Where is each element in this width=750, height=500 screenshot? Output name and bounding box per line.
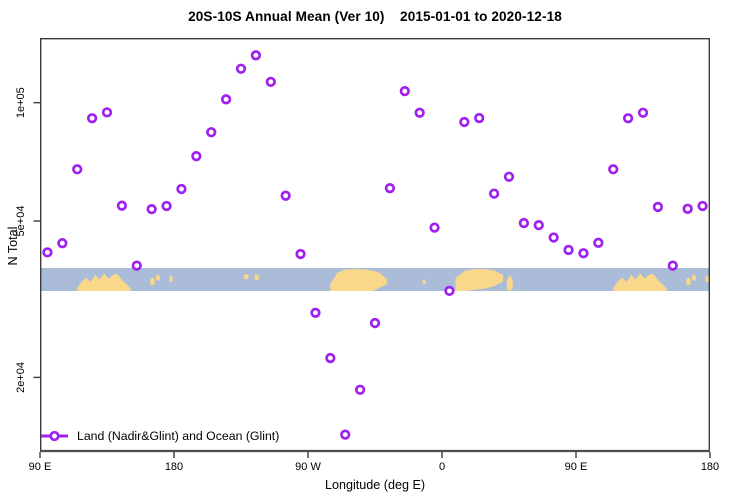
legend-circle-icon bbox=[49, 430, 60, 442]
data-point bbox=[57, 238, 68, 249]
land-fiji-2 bbox=[705, 275, 710, 283]
data-point bbox=[548, 232, 559, 243]
data-point bbox=[265, 76, 276, 87]
data-point bbox=[652, 201, 664, 213]
x-axis-title: Longitude (deg E) bbox=[324, 478, 426, 492]
data-point bbox=[116, 200, 128, 211]
data-point bbox=[295, 248, 306, 260]
data-point bbox=[622, 113, 634, 124]
data-point bbox=[593, 237, 604, 248]
data-point bbox=[384, 183, 396, 194]
data-point bbox=[325, 352, 336, 364]
x-tick-label: 180 bbox=[701, 461, 719, 473]
land-madagascar bbox=[506, 274, 513, 291]
land-australia bbox=[77, 273, 131, 291]
legend-marker-icon bbox=[41, 430, 68, 442]
y-tick-label: 1e+05 bbox=[15, 87, 27, 118]
data-point bbox=[250, 50, 262, 61]
data-point bbox=[578, 248, 589, 259]
data-point bbox=[429, 222, 440, 233]
data-point bbox=[235, 63, 247, 74]
data-point bbox=[86, 113, 98, 124]
y-tick-label: 2e+04 bbox=[15, 362, 27, 393]
land-australia-2 bbox=[613, 273, 667, 291]
land-new-caledonia bbox=[150, 277, 155, 286]
data-point bbox=[340, 429, 351, 440]
data-point bbox=[146, 203, 157, 215]
land-mid-speck bbox=[422, 279, 426, 285]
data-point bbox=[518, 217, 530, 229]
data-point bbox=[488, 188, 500, 199]
data-point bbox=[161, 200, 172, 212]
plot-border bbox=[40, 38, 710, 453]
data-point bbox=[697, 200, 708, 212]
data-point bbox=[191, 151, 202, 162]
data-point bbox=[563, 244, 574, 256]
legend: Land (Nadir&Glint) and Ocean (Glint) bbox=[40, 428, 279, 444]
data-point bbox=[474, 112, 485, 124]
data-point bbox=[459, 116, 470, 128]
data-point bbox=[101, 107, 113, 118]
data-point bbox=[176, 183, 187, 195]
data-point bbox=[414, 107, 425, 118]
land-africa bbox=[455, 269, 504, 291]
data-point bbox=[399, 86, 410, 97]
x-tick-label: 90 W bbox=[295, 461, 321, 473]
data-point bbox=[682, 203, 693, 214]
y-tick-label: 5e+04 bbox=[15, 206, 27, 237]
land-polynesia-2 bbox=[254, 274, 259, 280]
x-tick-label: 0 bbox=[439, 461, 445, 473]
data-point bbox=[667, 260, 678, 271]
x-tick-label: 180 bbox=[165, 461, 183, 473]
land-polynesia-1 bbox=[243, 273, 249, 280]
data-point bbox=[131, 260, 142, 271]
land-south-america bbox=[330, 269, 387, 291]
data-point bbox=[608, 164, 619, 175]
land-vanuatu-2 bbox=[692, 274, 696, 281]
data-point bbox=[637, 107, 649, 118]
data-point bbox=[42, 247, 53, 258]
data-point bbox=[503, 171, 515, 182]
land-new-caledonia-2 bbox=[686, 277, 691, 286]
data-point bbox=[72, 164, 83, 175]
x-tick-label: 90 E bbox=[565, 461, 588, 473]
data-point bbox=[220, 94, 232, 105]
data-point bbox=[206, 127, 217, 138]
data-point bbox=[354, 384, 366, 395]
data-point bbox=[310, 307, 321, 318]
data-point bbox=[369, 317, 381, 329]
land-vanuatu bbox=[156, 274, 160, 281]
x-tick-label: 90 E bbox=[29, 461, 52, 473]
data-point bbox=[280, 190, 291, 201]
legend-label: Land (Nadir&Glint) and Ocean (Glint) bbox=[77, 429, 280, 443]
chart-title: 20S-10S Annual Mean (Ver 10) 2015-01-01 … bbox=[188, 9, 562, 24]
land-fiji bbox=[169, 275, 173, 283]
y-axis-title: N Total bbox=[6, 226, 20, 266]
data-point bbox=[533, 220, 544, 231]
data-point bbox=[444, 285, 455, 297]
